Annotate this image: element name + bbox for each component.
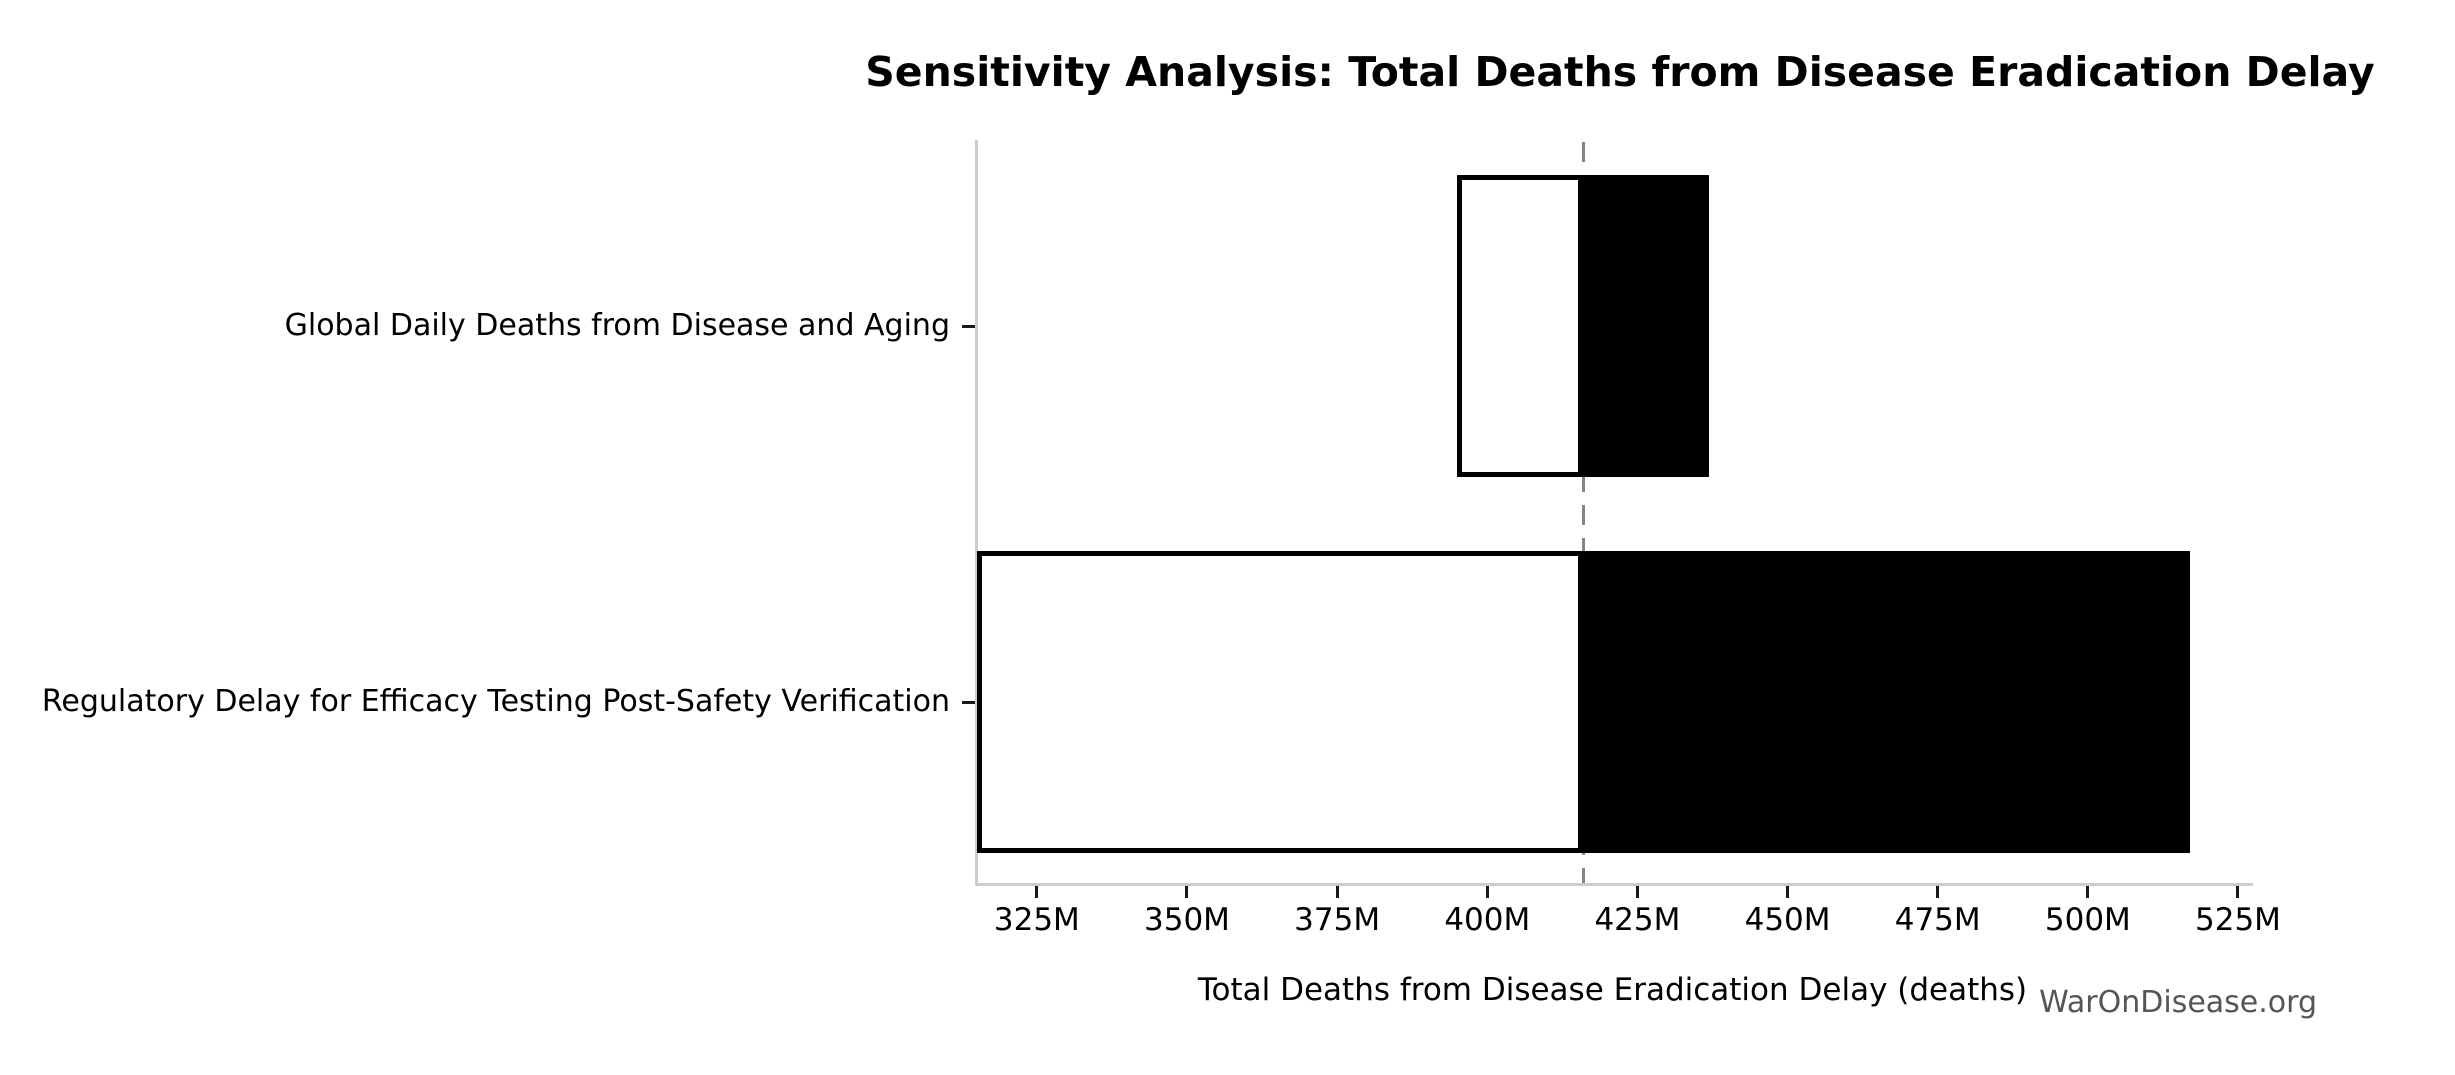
x-axis-tick: [1786, 886, 1790, 898]
bar-low-segment: [976, 551, 1584, 853]
bar-high-segment: [1583, 551, 2190, 853]
x-tick-label: 425M: [1594, 902, 1681, 938]
x-tick-label: 475M: [1894, 902, 1981, 938]
x-axis-tick: [2086, 886, 2090, 898]
y-axis-tick: [962, 700, 975, 704]
x-axis-tick: [1035, 886, 1039, 898]
y-category-label-regulatory-delay: Regulatory Delay for Efficacy Testing Po…: [41, 684, 950, 719]
x-axis-tick: [1485, 886, 1489, 898]
x-tick-label: 525M: [2195, 902, 2281, 938]
bar-high-segment: [1583, 175, 1710, 477]
chart-title: Sensitivity Analysis: Total Deaths from …: [865, 48, 2375, 96]
x-axis-tick: [1185, 886, 1189, 898]
x-tick-label: 450M: [1744, 902, 1831, 938]
x-tick-label: 500M: [2044, 902, 2131, 938]
baseline-reference-line: [1581, 142, 1585, 883]
x-tick-label: 375M: [1294, 902, 1381, 938]
x-tick-label: 350M: [1144, 902, 1230, 938]
x-axis-tick: [1635, 886, 1639, 898]
x-tick-label: 400M: [1444, 902, 1531, 938]
y-axis-tick: [962, 324, 975, 328]
x-tick-label: 325M: [993, 902, 1080, 938]
plot-area: [975, 140, 2253, 886]
x-axis-tick: [2236, 886, 2240, 898]
x-axis-tick: [1936, 886, 1940, 898]
x-axis-tick: [1335, 886, 1339, 898]
x-axis-label: Total Deaths from Disease Eradication De…: [1197, 972, 2028, 1008]
bar-low-segment: [1457, 175, 1584, 477]
watermark-text: WarOnDisease.org: [2039, 985, 2317, 1020]
y-category-label-global-daily-deaths: Global Daily Deaths from Disease and Agi…: [284, 308, 950, 343]
